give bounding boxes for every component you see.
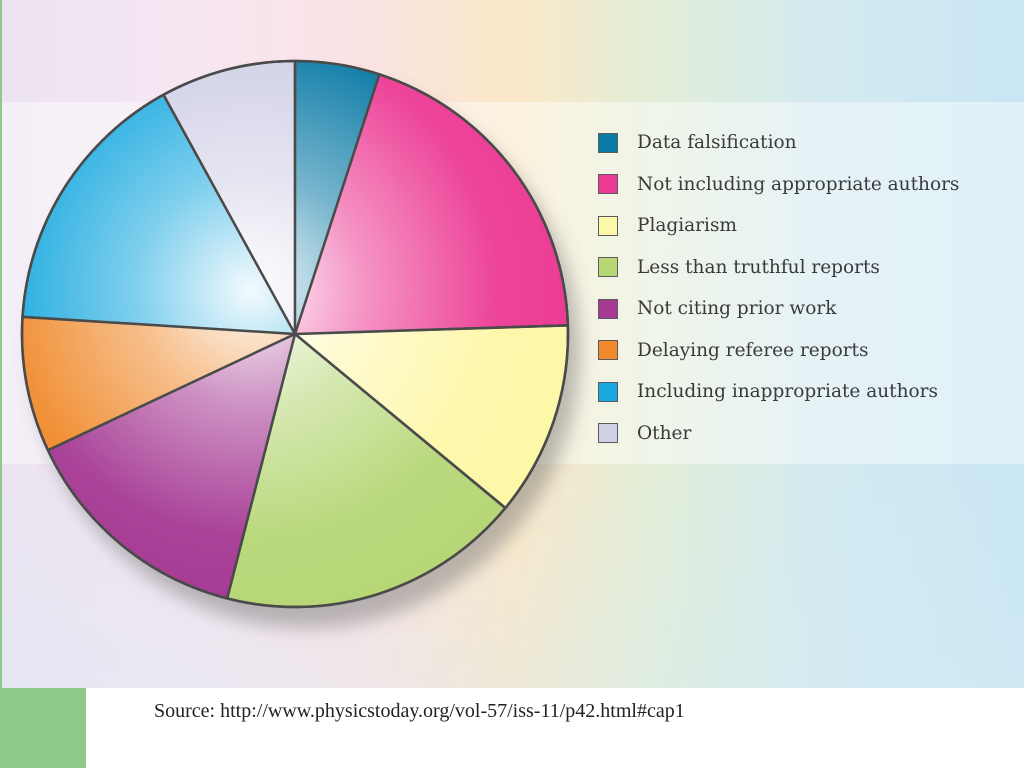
legend-item: Plagiarism xyxy=(598,205,1008,247)
left-accent-line xyxy=(0,0,2,688)
pie-divider-line xyxy=(294,333,507,509)
pie-divider-line xyxy=(162,94,297,335)
pie-outline xyxy=(20,59,570,609)
legend-swatch xyxy=(598,174,618,195)
legend-swatch xyxy=(598,298,618,319)
legend-item: Data falsification xyxy=(598,122,1008,164)
legend-label: Data falsification xyxy=(637,132,797,154)
chart-figure: Data falsification Not including appropri… xyxy=(0,0,1024,688)
legend-swatch xyxy=(598,132,618,153)
footer-accent-block xyxy=(0,688,86,768)
legend-item: Not citing prior work xyxy=(598,288,1008,330)
legend: Data falsification Not including appropri… xyxy=(598,122,1008,454)
legend-label: Plagiarism xyxy=(637,215,737,237)
legend-label: Not including appropriate authors xyxy=(637,173,960,195)
legend-item: Not including appropriate authors xyxy=(598,164,1008,206)
legend-swatch xyxy=(598,381,618,402)
legend-swatch xyxy=(598,423,618,444)
pie-divider-line xyxy=(293,73,381,335)
legend-label: Delaying referee reports xyxy=(637,339,869,361)
legend-label: Including inappropriate authors xyxy=(637,381,939,403)
legend-label: Not citing prior work xyxy=(637,298,837,320)
legend-label: Other xyxy=(637,422,692,444)
legend-item: Including inappropriate authors xyxy=(598,371,1008,413)
legend-item: Delaying referee reports xyxy=(598,330,1008,372)
legend-swatch xyxy=(598,215,618,236)
pie-divider-line xyxy=(22,315,296,336)
legend-item: Less than truthful reports xyxy=(598,247,1008,289)
legend-swatch xyxy=(598,257,618,278)
source-caption: Source: http://www.physicstoday.org/vol-… xyxy=(154,700,685,722)
legend-item: Other xyxy=(598,413,1008,455)
legend-label: Less than truthful reports xyxy=(637,256,880,278)
legend-swatch xyxy=(598,340,618,361)
pie-divider-line xyxy=(294,324,568,336)
pie-edges xyxy=(20,59,570,609)
pie-divider-line xyxy=(47,332,296,452)
pie-divider-line xyxy=(225,333,297,599)
